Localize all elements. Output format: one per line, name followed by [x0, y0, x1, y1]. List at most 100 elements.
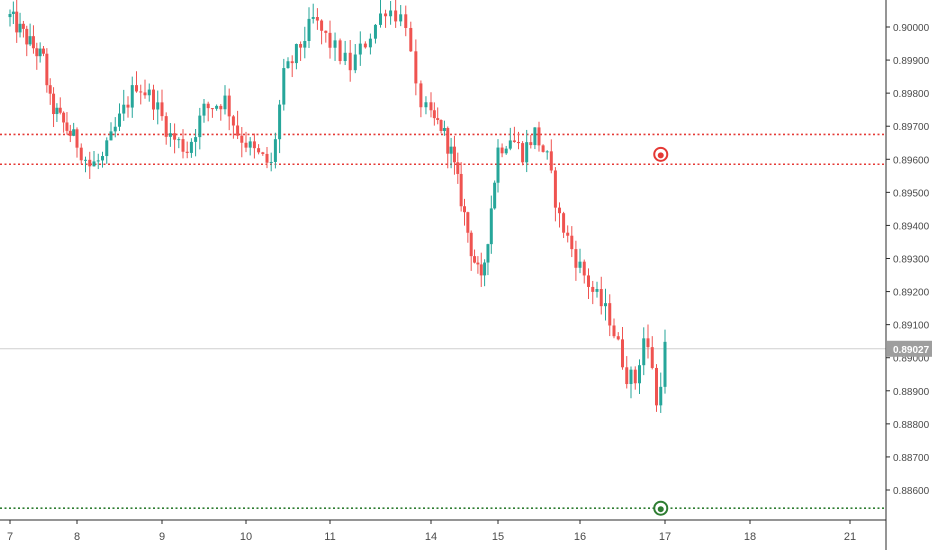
candle-body — [459, 173, 463, 207]
price-tick-label: 0.89400 — [893, 221, 930, 232]
candle-body — [545, 151, 549, 153]
candle-body — [28, 36, 32, 45]
candle-body — [31, 36, 35, 49]
candle-body — [206, 103, 210, 109]
horizontal-lines-layer — [0, 133, 886, 509]
candle-body — [38, 48, 42, 57]
candle-body — [373, 24, 377, 39]
candle-body — [299, 44, 303, 48]
candle-body — [562, 213, 566, 233]
candle-body — [156, 102, 160, 110]
candle-body — [541, 145, 545, 152]
candle-body — [642, 338, 646, 366]
candle-body — [315, 17, 319, 21]
candle-body — [130, 85, 134, 108]
price-tick-label: 0.89000 — [893, 354, 930, 365]
candle-body — [181, 139, 185, 152]
candle-body — [483, 262, 487, 276]
price-tick-label: 0.89600 — [893, 155, 930, 166]
candle-body — [189, 141, 193, 153]
candle-body — [72, 129, 76, 136]
candle-body — [215, 105, 219, 109]
candle-body — [529, 142, 533, 146]
time-tick-label: 17 — [659, 531, 671, 543]
candle-body — [496, 147, 500, 183]
candle-body — [429, 102, 433, 111]
candle-body — [185, 151, 189, 153]
candle-body — [348, 52, 352, 71]
candle-body — [48, 85, 52, 94]
candle-body — [194, 137, 198, 142]
candle-body — [273, 139, 277, 162]
candle-body — [265, 153, 269, 163]
candle-body — [389, 10, 393, 17]
candle-body — [105, 140, 109, 157]
candle-body — [353, 54, 357, 71]
candle-body — [629, 369, 633, 385]
candle-body — [446, 128, 450, 154]
candle-body — [290, 61, 294, 64]
candle-body — [493, 182, 497, 209]
candle-body — [469, 232, 473, 257]
price-tick-label: 0.89500 — [893, 188, 930, 199]
candle-body — [269, 161, 273, 163]
candle-body — [52, 93, 56, 115]
candle-body — [570, 235, 574, 250]
candle-body — [432, 110, 436, 119]
candle-body — [307, 18, 311, 41]
candle-body — [294, 44, 298, 64]
candle-body — [587, 275, 590, 287]
candle-body — [466, 212, 470, 233]
candle-body — [303, 40, 307, 48]
time-tick-label: 15 — [492, 531, 504, 543]
candle-body — [282, 68, 286, 105]
candle-body — [379, 13, 382, 25]
time-tick-label: 14 — [425, 531, 437, 543]
candle-body — [240, 135, 244, 143]
candle-body — [231, 116, 235, 126]
candle-body — [452, 146, 456, 163]
candle-body — [419, 83, 423, 108]
candle-body — [439, 120, 443, 131]
price-tick-label: 0.89900 — [893, 56, 930, 67]
target-icon[interactable] — [653, 146, 669, 162]
candle-body — [633, 369, 637, 384]
candle-body — [122, 104, 126, 114]
candle-body — [11, 11, 15, 14]
candle-body — [566, 232, 570, 236]
target-icon[interactable] — [653, 500, 669, 516]
price-tick-label: 0.89800 — [893, 89, 930, 100]
candle-body — [68, 130, 72, 136]
last-price-badge: 0.89027 — [887, 340, 932, 357]
markers-layer — [653, 146, 669, 516]
candle-body — [449, 146, 453, 154]
candle-body — [88, 159, 92, 167]
candle-body — [92, 161, 96, 167]
candle-body — [591, 286, 595, 292]
candle-body — [65, 122, 69, 131]
candle-body — [223, 95, 227, 110]
last-price-label: 0.89027 — [893, 345, 930, 356]
candle-body — [25, 28, 29, 45]
candle-body — [549, 151, 553, 171]
candle-body — [578, 261, 582, 268]
candle-body — [638, 365, 641, 384]
candle-body — [517, 141, 520, 144]
candle-body — [358, 43, 362, 55]
price-tick-label: 0.88800 — [893, 420, 930, 431]
candle-body — [55, 107, 59, 115]
candle-body — [384, 13, 388, 17]
candle-body — [177, 139, 181, 141]
candle-body — [508, 140, 512, 149]
candle-body — [650, 347, 654, 368]
candle-body — [160, 102, 164, 117]
candle-body — [463, 206, 466, 213]
candle-body — [109, 131, 113, 141]
candle-body — [219, 105, 223, 110]
candle-body — [210, 108, 214, 110]
candle-body — [143, 92, 147, 96]
price-tick-label: 0.89100 — [893, 321, 930, 332]
candle-body — [414, 51, 418, 84]
